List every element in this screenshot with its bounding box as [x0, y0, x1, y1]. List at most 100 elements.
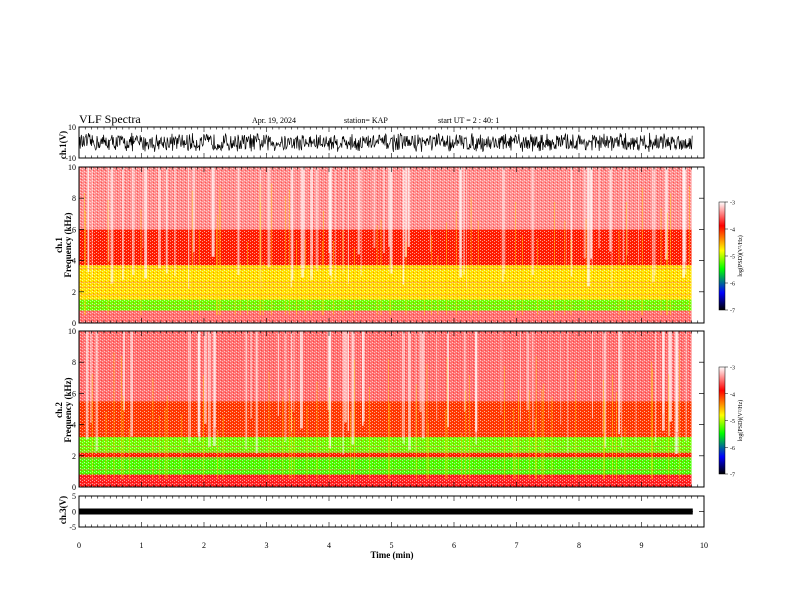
ch1wave-ytick-label: 10	[68, 123, 76, 132]
x-tick-label: 1	[140, 541, 144, 550]
cb2-tick-label: -4	[730, 392, 735, 398]
ch1spec-streak	[316, 167, 319, 271]
ch3wave-ytick-label: -5	[69, 523, 76, 532]
cb1-tick-label: -6	[730, 282, 735, 288]
ch2spec-streak	[204, 331, 207, 424]
ch1spec-spike	[259, 183, 261, 316]
cb1-tick-label: -7	[730, 309, 735, 315]
ch2spec-spike	[652, 368, 654, 480]
ch2spec-streak	[402, 331, 405, 444]
ch1spec-streak	[682, 167, 685, 278]
ch2spec-streak	[244, 331, 248, 450]
ch2spec-streak	[89, 331, 93, 423]
ch1spec-spike	[239, 263, 241, 316]
ch1spec-spike	[660, 207, 662, 316]
cb1-tick-label: -3	[730, 201, 735, 207]
ch2spec-spike	[388, 358, 389, 480]
ch1spec-spike	[321, 241, 323, 316]
ch1spec-streak	[570, 167, 573, 277]
ch1spec-spike	[84, 192, 86, 316]
ch2spec-spike	[152, 377, 154, 480]
ch2spec-spike	[158, 415, 160, 480]
ch2spec-spike	[203, 375, 204, 480]
ch1spec-streak	[651, 167, 655, 282]
cb2-tick-label: -6	[730, 446, 735, 452]
ch2spec-streak	[560, 331, 562, 425]
ch1spec-ytick-label: 8	[72, 194, 76, 203]
ch2spec-spike	[446, 357, 448, 480]
ch2spec-streak	[674, 331, 677, 455]
ch2spec-streak	[85, 331, 89, 440]
cb1-label: log(PSD)(V²/Hz)	[737, 235, 744, 276]
ch1spec-streak	[388, 167, 390, 247]
ch2spec-spike	[369, 386, 370, 480]
ch2spec-streak	[618, 331, 621, 435]
ch1spec-spike	[390, 257, 391, 316]
ch1spec-spike	[342, 230, 344, 316]
ch1spec-streak	[609, 167, 612, 252]
ch2spec-spike	[164, 407, 166, 480]
ch1spec-spike	[376, 224, 378, 316]
ch1spec-spike	[455, 211, 457, 316]
ch2spec-streak	[250, 331, 252, 419]
ch1spec-streak	[463, 167, 465, 275]
ch1spec-streak	[174, 167, 176, 277]
ch1spec-spike	[333, 241, 335, 316]
header-date: Apr. 19, 2024	[252, 116, 296, 125]
ch2spec-ytick-label: 0	[72, 483, 76, 492]
ch2spec-streak	[591, 331, 593, 419]
ch1spec-spike	[85, 210, 86, 316]
ch2spec-spike	[504, 365, 506, 480]
ch1spec-spike	[521, 235, 523, 316]
ch1spec-spike	[247, 242, 248, 316]
ch2spec-streak	[187, 331, 191, 444]
ch2spec-ytick-label: 6	[72, 389, 76, 398]
ch2spec-streak	[500, 331, 502, 415]
ch2spec-streak	[246, 331, 247, 438]
ch2spec-streak	[526, 331, 530, 411]
cb2-label: log(PSD)(V²/Hz)	[737, 400, 744, 441]
ch2spec-spike	[222, 415, 224, 480]
ch1spec-spike	[284, 195, 286, 316]
ch1spec-streak	[429, 167, 431, 253]
ch1spec-spike	[296, 239, 297, 316]
ch2spec-streak	[662, 331, 665, 431]
ch1spec-spike	[216, 228, 217, 316]
ch1spec-streak	[331, 167, 332, 285]
figure-title: VLF Spectra	[79, 112, 141, 126]
ch1spec-streak	[611, 167, 613, 288]
ch2spec-streak	[293, 331, 295, 413]
cb2-gradient	[718, 366, 726, 475]
ch1spec-streak	[626, 167, 628, 256]
ch1spec-spike	[234, 275, 236, 316]
ch2-spec-ylabel: Frequency (kHz)	[63, 377, 73, 442]
ch1spec-spike	[641, 268, 643, 316]
ch1-colorbar: -3 -4 -5 -6 -7 log(PSD)(V²/Hz)	[718, 201, 744, 315]
ch2spec-spike	[541, 389, 543, 480]
ch2spec-streak	[567, 331, 569, 454]
ch1spec-streak	[315, 167, 317, 268]
ch2spec-spike	[350, 411, 352, 480]
ch2spec-streak	[277, 331, 279, 417]
cb2-tick-label: -7	[730, 473, 735, 479]
ch1spec-ytick-label: 6	[72, 225, 76, 234]
ch1spec-streak	[598, 167, 601, 249]
ch1spec-streak	[131, 167, 135, 276]
ch2spec-streak	[685, 331, 687, 442]
ch1spec-spike	[353, 247, 355, 316]
x-tick-label: 4	[327, 541, 331, 550]
ch1-wave-ylabel: ch.1(V)	[58, 131, 68, 159]
ch2spec-streak	[655, 331, 657, 443]
ch1spec-streak	[165, 167, 168, 274]
ch2spec-no-data	[691, 331, 704, 487]
ch2spec-streak	[463, 331, 466, 412]
ch1spec-streak	[402, 167, 405, 285]
ch1spec-spike	[570, 239, 572, 316]
ch2spec-streak	[421, 331, 425, 439]
ch1spec-streak	[357, 167, 360, 255]
cb2-tick-label: -5	[730, 419, 735, 425]
ch2spec-spike	[679, 349, 681, 480]
ch2spec-streak	[95, 331, 96, 455]
ch1spec-streak	[501, 167, 504, 282]
